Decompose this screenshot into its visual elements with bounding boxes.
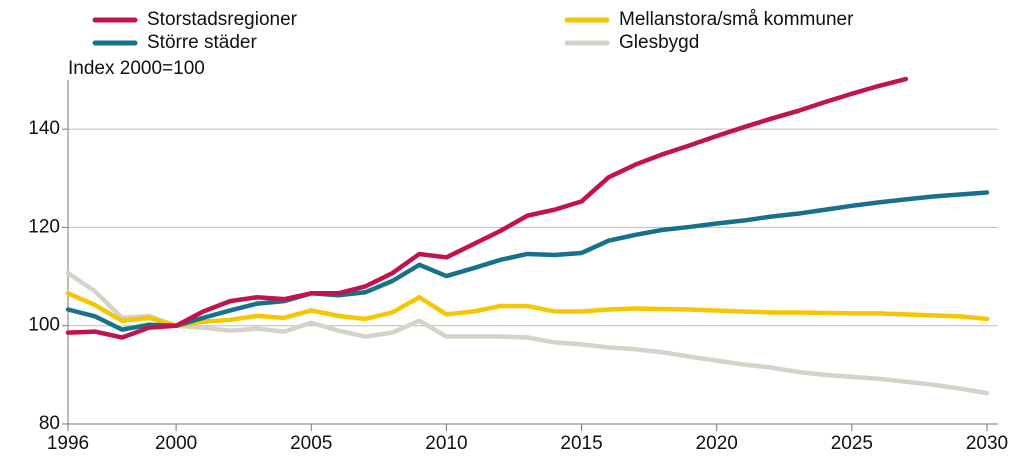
x-tick-label: 2025 — [831, 433, 873, 454]
series-line — [65, 190, 990, 332]
legend-label: Större städer — [147, 32, 257, 53]
y-tick-label: 120 — [28, 216, 60, 237]
series-line — [65, 76, 909, 340]
x-tick-label: 2005 — [290, 433, 332, 454]
x-tick-label: 1996 — [47, 433, 89, 454]
x-tick-label: 2030 — [966, 433, 1008, 454]
y-tick-label: 80 — [39, 413, 60, 434]
x-tick-label: 2000 — [155, 433, 197, 454]
x-tick-label: 2015 — [560, 433, 602, 454]
y-tick-label: 100 — [28, 315, 60, 336]
y-axis-label: Index 2000=100 — [68, 58, 205, 79]
y-tick-label: 140 — [28, 118, 60, 139]
x-tick-label: 2010 — [425, 433, 467, 454]
series-line — [65, 270, 990, 396]
series-line — [65, 291, 990, 328]
legend-label: Storstadsregioner — [147, 9, 298, 30]
legend-label: Glesbygd — [619, 32, 699, 53]
legend-label: Mellanstora/små kommuner — [619, 9, 854, 30]
x-tick-label: 2020 — [696, 433, 738, 454]
